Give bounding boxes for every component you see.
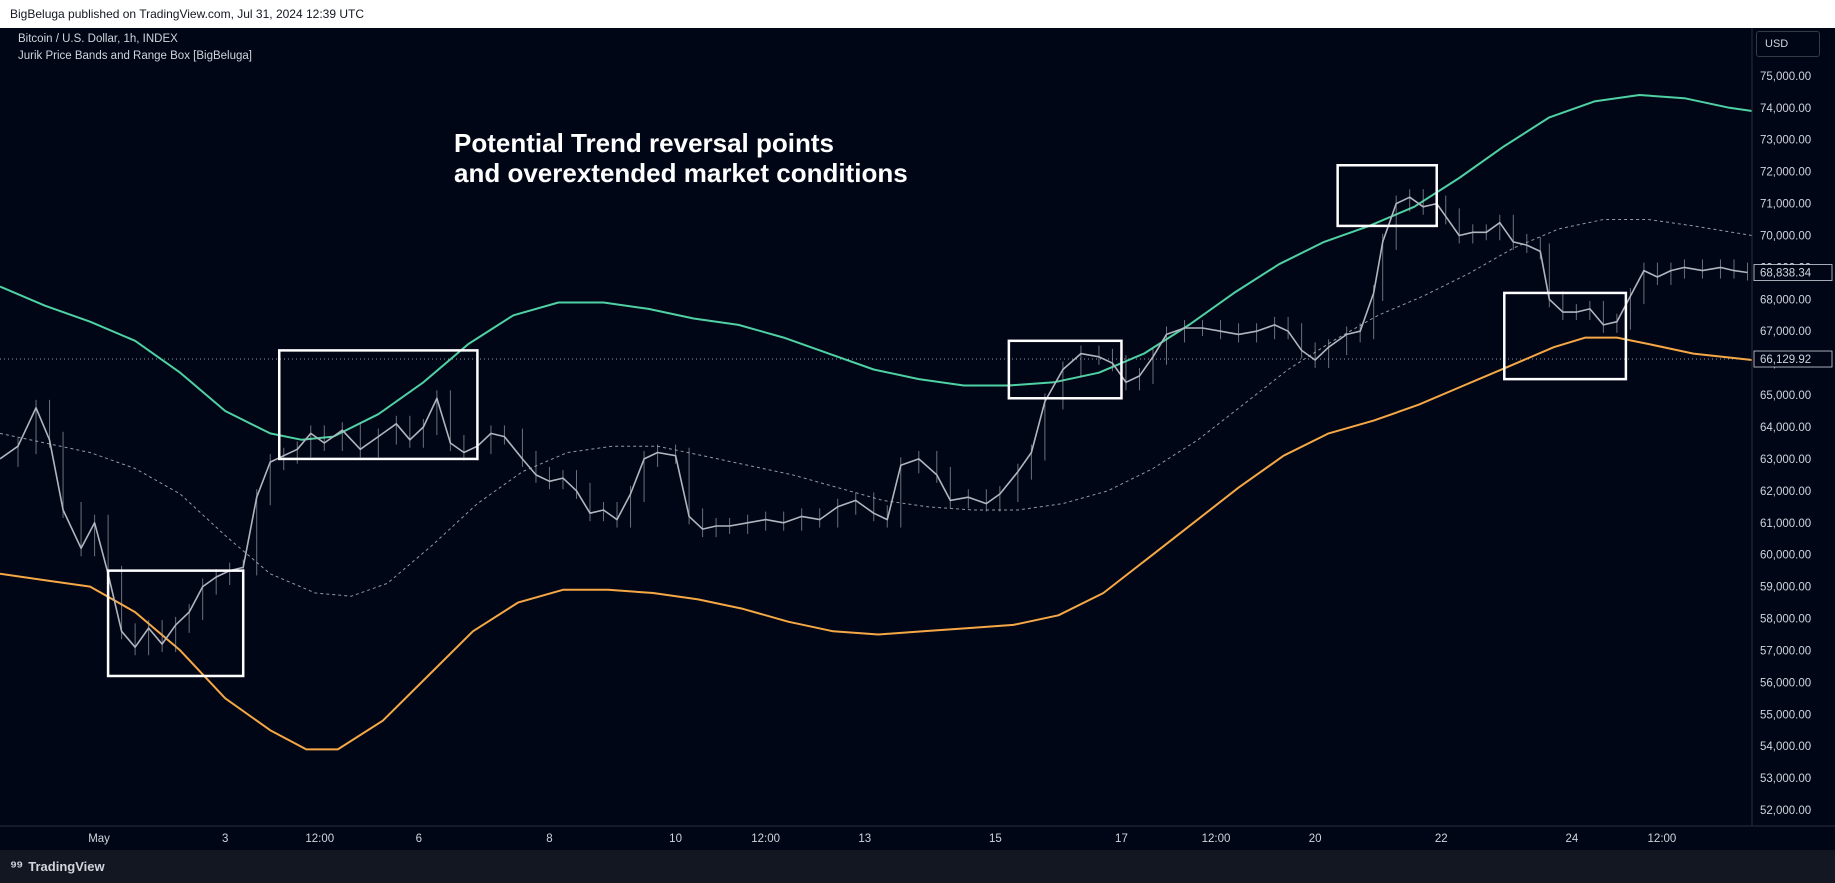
y-tick-label: 70,000.00 — [1760, 230, 1811, 242]
range-box — [1007, 339, 1123, 400]
currency-button[interactable]: USD — [1756, 31, 1820, 57]
annotation-line-1: Potential Trend reversal points — [454, 128, 834, 158]
range-box — [106, 569, 245, 678]
footer-bar: ⁹⁹ TradingView — [0, 850, 1835, 883]
tradingview-logo-icon: ⁹⁹ — [10, 858, 23, 875]
range-box — [1503, 291, 1628, 381]
x-tick-label: 3 — [222, 833, 228, 845]
range-box — [1336, 164, 1438, 228]
x-tick-label: 22 — [1435, 833, 1448, 845]
x-tick-label: 10 — [669, 833, 682, 845]
x-tick-label: 20 — [1309, 833, 1322, 845]
tradingview-logo-text: TradingView — [28, 859, 105, 874]
chart-frame: 52,000.00 53,000.00 54,000.00 55,000.00 56,0… — [0, 28, 1835, 850]
indicator-info: Jurik Price Bands and Range Box [BigBelu… — [18, 50, 252, 62]
tradingview-logo[interactable]: ⁹⁹ TradingView — [10, 858, 105, 875]
x-tick-label: May — [88, 833, 110, 845]
x-tick-label: 17 — [1115, 833, 1128, 845]
y-tick-label: 71,000.00 — [1760, 199, 1811, 211]
y-tick-label: 65,000.00 — [1760, 390, 1811, 402]
x-tick-label: 6 — [416, 833, 422, 845]
series-line-lower-band — [0, 336, 1753, 751]
x-tick-label: 13 — [858, 833, 871, 845]
y-tick-label: 64,000.00 — [1760, 422, 1811, 434]
y-tick-label: 53,000.00 — [1760, 773, 1811, 785]
symbol-info: Bitcoin / U.S. Dollar, 1h, INDEX — [18, 33, 178, 45]
y-tick-label: 55,000.00 — [1760, 709, 1811, 721]
y-tick-label: 61,000.00 — [1760, 518, 1811, 530]
annotation-line-2: and overextended market conditions — [454, 158, 908, 188]
series-line-price — [0, 196, 1748, 648]
y-tick-label: 75,000.00 — [1760, 71, 1811, 83]
chart-annotation: Potential Trend reversal points and over… — [454, 128, 908, 188]
y-tick-label: 62,000.00 — [1760, 486, 1811, 498]
publish-header: BigBeluga published on TradingView.com, … — [0, 0, 1835, 28]
y-tick-label: 73,000.00 — [1760, 135, 1811, 147]
reference-price-label-bg — [1753, 350, 1833, 368]
y-tick-label: 74,000.00 — [1760, 103, 1811, 115]
reference-price-label: 66,129.92 — [1760, 354, 1811, 366]
series-line-upper-band — [0, 94, 1753, 441]
series-line-mid-line — [0, 219, 1753, 597]
x-tick-label: 12:00 — [1202, 833, 1231, 845]
last-price-label: 68,838.34 — [1760, 268, 1812, 280]
y-tick-label: 56,000.00 — [1760, 677, 1811, 689]
y-tick-label: 58,000.00 — [1760, 614, 1811, 626]
range-box — [277, 349, 479, 461]
x-tick-label: 12:00 — [751, 833, 780, 845]
x-tick-label: 15 — [989, 833, 1002, 845]
x-tick-label: 8 — [546, 833, 552, 845]
y-tick-label: 72,000.00 — [1760, 167, 1811, 179]
y-tick-label: 63,000.00 — [1760, 454, 1811, 466]
price-chart[interactable]: 52,000.00 53,000.00 54,000.00 55,000.00 56,0… — [0, 28, 1835, 850]
y-tick-label: 68,000.00 — [1760, 294, 1811, 306]
y-tick-label: 52,000.00 — [1760, 805, 1811, 817]
y-tick-label: 59,000.00 — [1760, 582, 1811, 594]
y-tick-label: 67,000.00 — [1760, 326, 1811, 338]
x-tick-label: 12:00 — [305, 833, 334, 845]
x-tick-label: 12:00 — [1648, 833, 1677, 845]
y-tick-label: 54,000.00 — [1760, 741, 1811, 753]
currency-label: USD — [1765, 38, 1789, 50]
y-tick-label: 60,000.00 — [1760, 550, 1811, 562]
y-tick-label: 57,000.00 — [1760, 645, 1811, 657]
x-tick-label: 24 — [1565, 833, 1578, 845]
published-text: BigBeluga published on TradingView.com, … — [10, 7, 365, 21]
last-price-label-bg — [1753, 264, 1833, 281]
